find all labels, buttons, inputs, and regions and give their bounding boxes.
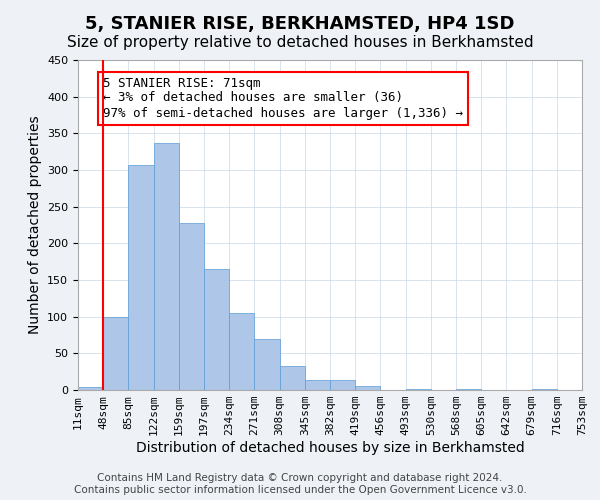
Bar <box>103 316 128 390</box>
Bar <box>305 380 330 390</box>
Bar <box>78 387 103 390</box>
Bar <box>204 269 229 390</box>
Bar <box>355 386 380 390</box>
Bar <box>154 143 179 390</box>
Text: Size of property relative to detached houses in Berkhamsted: Size of property relative to detached ho… <box>67 35 533 50</box>
Text: 5 STANIER RISE: 71sqm
← 3% of detached houses are smaller (36)
97% of semi-detac: 5 STANIER RISE: 71sqm ← 3% of detached h… <box>103 76 463 120</box>
X-axis label: Distribution of detached houses by size in Berkhamsted: Distribution of detached houses by size … <box>136 441 524 455</box>
Bar <box>280 366 305 390</box>
Text: 5, STANIER RISE, BERKHAMSTED, HP4 1SD: 5, STANIER RISE, BERKHAMSTED, HP4 1SD <box>85 15 515 33</box>
Bar <box>406 388 431 390</box>
Bar <box>456 388 481 390</box>
Bar <box>229 313 254 390</box>
Text: Contains HM Land Registry data © Crown copyright and database right 2024.
Contai: Contains HM Land Registry data © Crown c… <box>74 474 526 495</box>
Bar <box>128 165 154 390</box>
Y-axis label: Number of detached properties: Number of detached properties <box>28 116 41 334</box>
Bar <box>179 223 204 390</box>
Bar <box>254 338 280 390</box>
Bar <box>330 380 355 390</box>
Bar <box>532 388 557 390</box>
